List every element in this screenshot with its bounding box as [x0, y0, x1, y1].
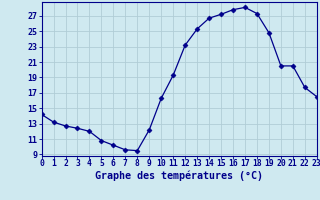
X-axis label: Graphe des températures (°C): Graphe des températures (°C) [95, 171, 263, 181]
